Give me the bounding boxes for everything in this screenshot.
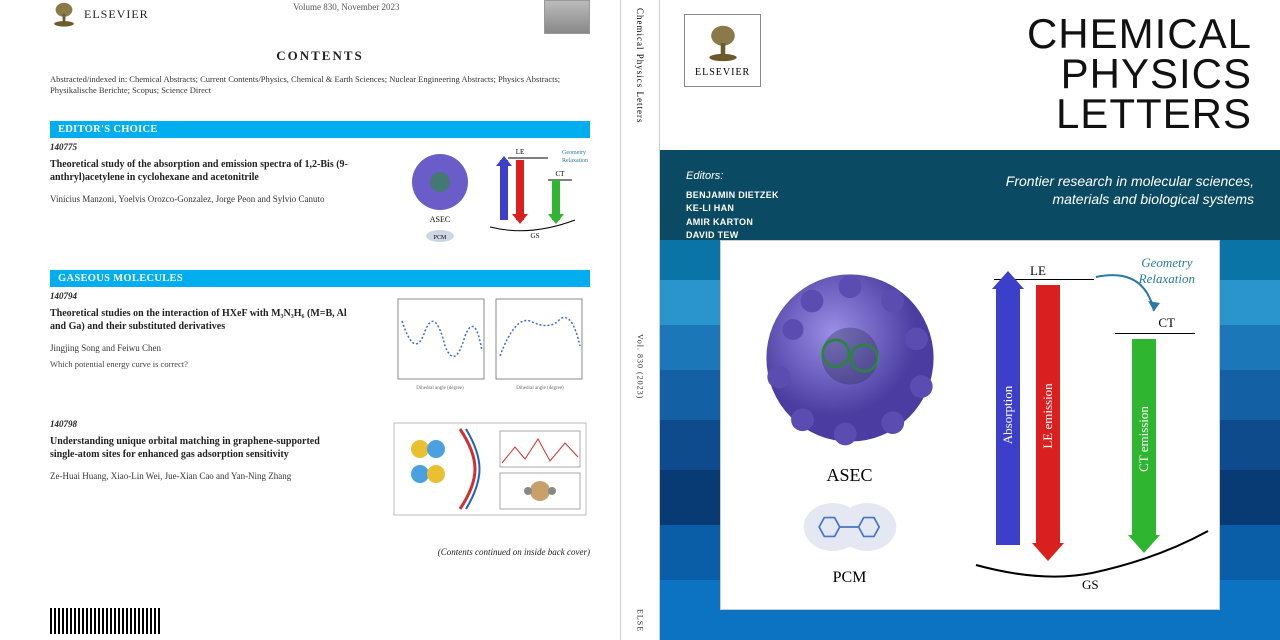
cover-figure-right: LE Geometry Relaxation CT Absorption [982,257,1199,593]
editors-header: Editors: [686,168,779,185]
article-text: 140794 Theoretical studies on the intera… [50,291,376,391]
gs-label: GS [1082,577,1099,593]
spine-volume: Vol. 830 (2023) [636,334,645,399]
section-bar-gaseous: GASEOUS MOLECULES [50,270,590,287]
cover-figure: ASEC PCM LE Geometry [720,240,1220,610]
article-authors: Ze-Huai Huang, Xiao-Lin Wei, Jue-Xian Ca… [50,471,376,481]
svg-text:LE: LE [516,148,525,156]
le-label: LE [1030,263,1046,279]
gs-curve-icon [972,525,1212,585]
asec-label: ASEC [826,465,872,486]
pcm-icon [780,497,920,557]
article-140798: 140798 Understanding unique orbital matc… [50,419,590,519]
svg-text:GS: GS [531,232,540,240]
svg-text:Dihedral angle (degree): Dihedral angle (degree) [416,386,464,391]
article-number: 140775 [50,142,376,152]
journal-line2: PHYSICS [761,54,1252,94]
ct-emission-label: CT emission [1136,406,1152,472]
article-figure-pes: Dihedral angle (degree) Dihedral angle (… [390,291,590,391]
section-bar-editors-choice: EDITOR'S CHOICE [50,121,590,138]
article-140794: 140794 Theoretical studies on the intera… [50,291,590,391]
article-subline: Which potential energy curve is correct? [50,359,376,369]
ct-line [1115,333,1195,334]
editor-name: KE-LI HAN [686,202,779,216]
svg-text:ASEC: ASEC [430,215,450,224]
elsevier-logo-box: ELSEVIER [684,14,761,87]
ct-label: CT [1158,315,1175,331]
article-figure-coverthumb: ASEC PCM LE Geometry Relaxation CT GS [390,142,590,242]
back-cover: ELSEVIER Volume 830, November 2023 CONTE… [0,0,620,640]
article-text: 140775 Theoretical study of the absorpti… [50,142,376,242]
curved-arrow-icon [1094,271,1164,321]
contents-heading: CONTENTS [50,48,590,64]
front-body: Editors: BENJAMIN DIETZEK KE-LI HAN AMIR… [660,150,1280,640]
tagline: Frontier research in molecular sciences,… [1006,172,1254,208]
svg-text:CT: CT [556,170,566,178]
article-140775: 140775 Theoretical study of the absorpti… [50,142,590,242]
asec-sphere-icon [755,263,945,453]
back-header: ELSEVIER Volume 830, November 2023 [50,0,590,40]
cover-thumbnail [544,0,590,34]
front-cover: ELSEVIER CHEMICAL PHYSICS LETTERS Editor… [660,0,1280,640]
spine-title: Chemical Physics Letters [635,8,645,123]
article-title: Understanding unique orbital matching in… [50,435,350,461]
svg-text:Relaxation: Relaxation [562,158,588,164]
article-authors: Jingjing Song and Feiwu Chen [50,343,376,353]
pcm-label: PCM [833,569,867,587]
tagline-1: Frontier research in molecular sciences, [1006,172,1254,190]
article-number: 140798 [50,419,376,429]
spine: Chemical Physics Letters Vol. 830 (2023)… [620,0,660,640]
article-text: 140798 Understanding unique orbital matc… [50,419,376,519]
article-title: Theoretical study of the absorption and … [50,158,350,184]
tree-icon [704,23,742,63]
journal-line1: CHEMICAL [761,14,1252,54]
svg-text:Geometry: Geometry [562,150,586,156]
article-authors: Vinícius Manzoni, Yoelvis Orozco-Gonzale… [50,194,376,204]
barcode [50,608,160,634]
publisher-label: ELSEVIER [695,67,750,78]
svg-text:Dihedral angle (degree): Dihedral angle (degree) [516,386,564,391]
article-number: 140794 [50,291,376,301]
journal-title: CHEMICAL PHYSICS LETTERS [761,14,1252,134]
spine-publisher: ELSE [636,609,645,632]
continued-note: (Contents continued on inside back cover… [50,547,590,557]
geom: Geometry [1139,255,1195,271]
article-title: Theoretical studies on the interaction o… [50,307,350,333]
editor-name: AMIR KARTON [686,216,779,230]
absorption-label: Absorption [1000,386,1016,445]
journal-line3: LETTERS [761,94,1252,134]
volume-line: Volume 830, November 2023 [169,2,524,12]
tagline-2: materials and biological systems [1006,190,1254,208]
absorption-arrow: Absorption [996,285,1020,545]
article-figure-orbitals [390,419,590,519]
editor-name: BENJAMIN DIETZEK [686,189,779,203]
editors-block: Editors: BENJAMIN DIETZEK KE-LI HAN AMIR… [686,168,779,243]
le-emission-arrow: LE emission [1036,285,1060,547]
abstracted-text: Abstracted/indexed in: Chemical Abstract… [50,74,590,97]
publisher-label: ELSEVIER [84,7,149,22]
cover-figure-left: ASEC PCM [741,257,958,593]
ct-emission-arrow: CT emission [1132,339,1156,539]
elsevier-logo-small: ELSEVIER [50,0,149,28]
tree-icon [50,0,78,28]
front-header: ELSEVIER CHEMICAL PHYSICS LETTERS [660,0,1280,150]
svg-text:PCM: PCM [434,235,447,241]
le-emission-label: LE emission [1040,383,1056,448]
